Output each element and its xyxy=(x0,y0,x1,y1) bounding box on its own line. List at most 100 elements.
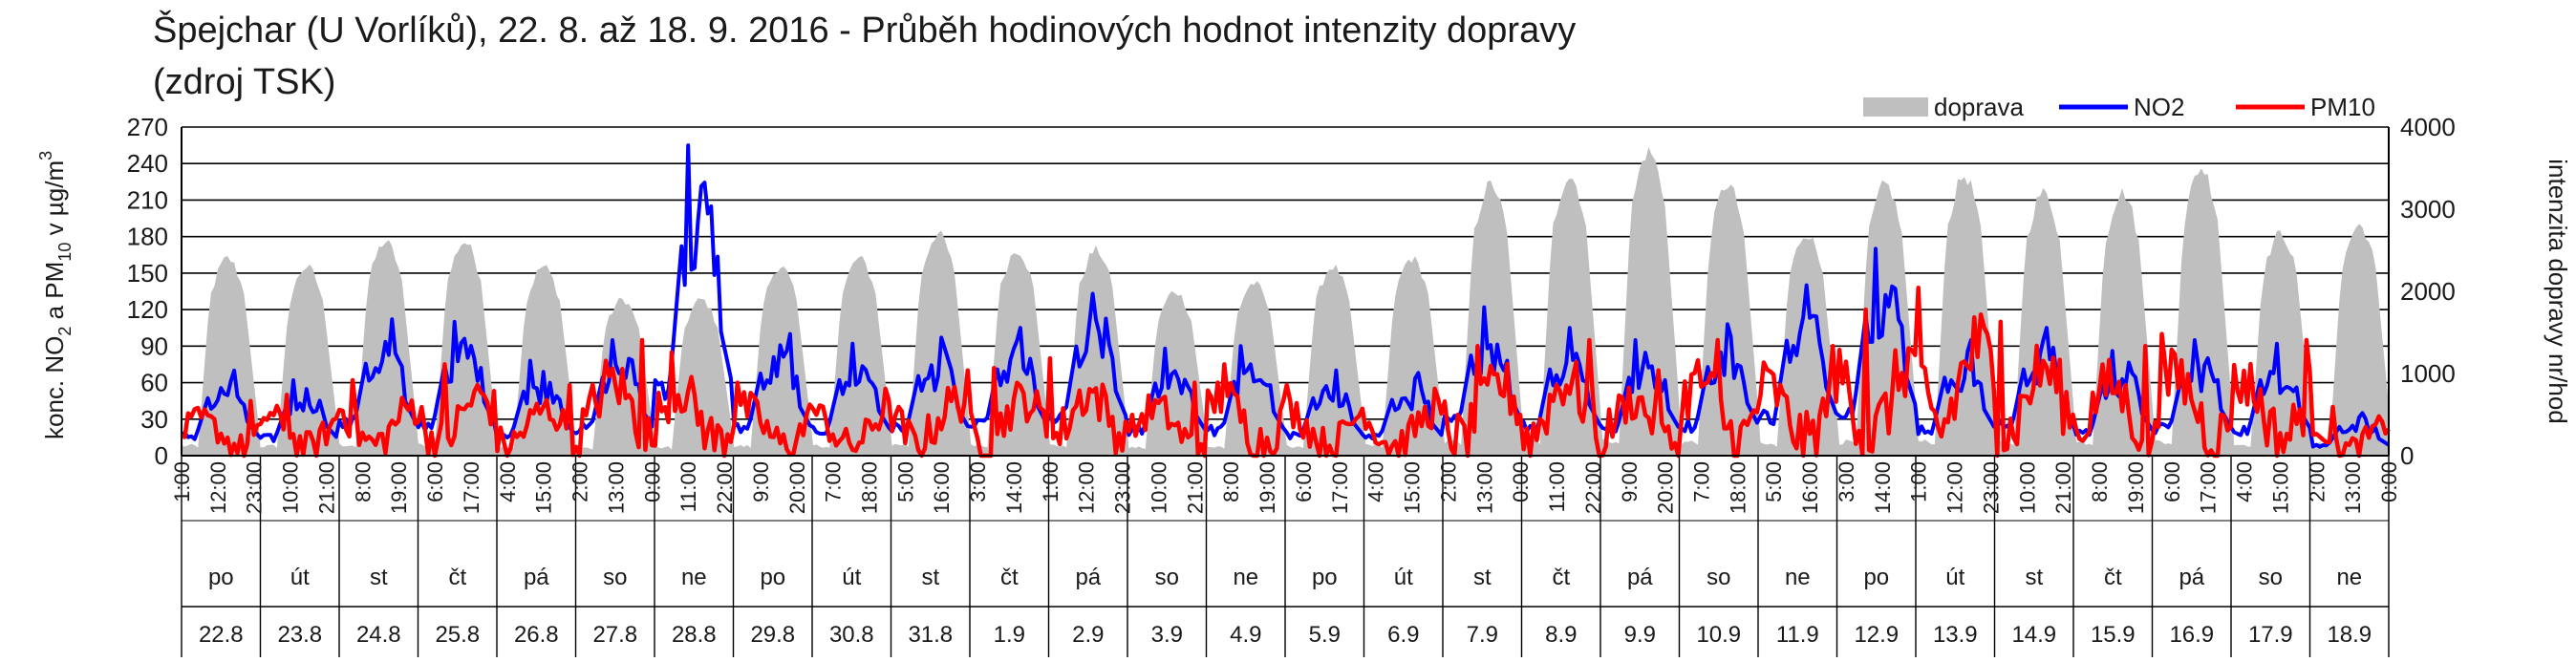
x-day-label: čt xyxy=(2104,565,2122,590)
x-time-label: 11:00 xyxy=(1545,461,1569,512)
x-time-label: 13:00 xyxy=(1472,461,1496,514)
series-doprava xyxy=(182,146,2389,456)
x-date-label: 31.8 xyxy=(908,622,953,648)
left-tick-label: 240 xyxy=(127,149,168,178)
x-day-label: st xyxy=(1473,565,1492,590)
x-day-label: po xyxy=(208,565,234,590)
x-day-label: pá xyxy=(524,565,549,590)
x-date-label: 23.8 xyxy=(277,622,322,648)
left-axis-label: konc. NO2 a PM10 v µg/m3 xyxy=(36,151,75,439)
x-date-label: 22.8 xyxy=(199,622,244,648)
svg-text:konc. NO2 a PM10 v µg/m3: konc. NO2 a PM10 v µg/m3 xyxy=(36,151,75,439)
x-day-label: út xyxy=(290,565,310,590)
x-day-label: pá xyxy=(1075,565,1101,590)
x-date-label: 15.9 xyxy=(2091,622,2136,648)
legend-swatch-doprava xyxy=(1863,97,1928,117)
right-tick-label: 4000 xyxy=(2400,113,2456,141)
x-day-label: pá xyxy=(2179,565,2204,590)
x-date-label: 12.9 xyxy=(1854,622,1899,648)
x-time-label: 17:00 xyxy=(1328,461,1352,514)
x-time-label: 22:00 xyxy=(713,461,737,514)
x-time-label: 13:00 xyxy=(604,461,628,514)
x-time-label: 5:00 xyxy=(1762,461,1786,502)
x-time-label: 16:00 xyxy=(930,461,954,514)
x-time-label: 15:00 xyxy=(532,461,556,514)
x-date-label: 25.8 xyxy=(435,622,480,648)
x-date-label: 4.9 xyxy=(1230,622,1261,648)
x-time-label: 1:00 xyxy=(1039,461,1063,502)
no2-line xyxy=(181,143,2391,449)
x-time-label: 9:00 xyxy=(1618,461,1642,502)
x-time-label: 10:00 xyxy=(1148,461,1171,514)
x-date-label: 11.9 xyxy=(1776,622,1819,648)
left-tick-label: 0 xyxy=(155,441,168,470)
x-time-label: 0:00 xyxy=(1509,461,1533,502)
x-axis: 1:00 12:00 23:00 10:00 21:00 8:00 19:00 6:00 17:… xyxy=(170,456,2401,657)
x-date-label: 26.8 xyxy=(514,622,559,648)
x-time-label: 11:00 xyxy=(676,461,700,512)
x-time-label: 1:00 xyxy=(170,461,194,502)
x-time-label: 4:00 xyxy=(2233,461,2257,502)
x-date-label: 1.9 xyxy=(994,622,1025,648)
legend-label-pm10: PM10 xyxy=(2310,93,2375,121)
x-time-label: 15:00 xyxy=(2268,461,2292,514)
x-date-label: 7.9 xyxy=(1467,622,1498,648)
x-date-label: 28.8 xyxy=(672,622,717,648)
left-tick-label: 60 xyxy=(140,369,168,397)
left-tick-label: 210 xyxy=(127,185,168,214)
x-date-label: 14.9 xyxy=(2011,622,2056,648)
x-day-label: ne xyxy=(1233,565,1258,590)
right-tick-label: 1000 xyxy=(2400,359,2456,388)
x-time-label: 5:00 xyxy=(893,461,917,502)
x-time-label: 12:00 xyxy=(1075,461,1099,514)
x-time-label: 2:00 xyxy=(569,461,592,502)
x-day-label: čt xyxy=(1000,565,1019,590)
x-time-label: 17:00 xyxy=(460,461,483,514)
left-tick-label: 120 xyxy=(127,295,168,324)
x-time-label: 12:00 xyxy=(206,461,230,514)
chart-title-line2: (zdroj TSK) xyxy=(153,62,335,102)
x-time-label: 15:00 xyxy=(1401,461,1425,514)
x-day-label: ne xyxy=(2336,565,2362,590)
x-time-label: 19:00 xyxy=(387,461,411,514)
x-time-label: 20:00 xyxy=(1654,461,1678,514)
x-time-label: 8:00 xyxy=(1219,461,1243,502)
x-time-label: 0:00 xyxy=(2377,461,2401,502)
x-date-label: 24.8 xyxy=(356,622,401,648)
x-time-label: 10:00 xyxy=(2015,461,2039,514)
x-time-label: 21:00 xyxy=(1183,461,1207,514)
x-time-label: 21:00 xyxy=(315,461,339,514)
x-time-label: 14:00 xyxy=(1871,461,1895,514)
x-time-label: 6:00 xyxy=(2160,461,2184,502)
x-time-label: 3:00 xyxy=(1835,461,1858,502)
x-time-label: 6:00 xyxy=(1292,461,1316,502)
right-axis-ticks: 0 1000 2000 3000 4000 xyxy=(2400,113,2456,470)
right-tick-label: 2000 xyxy=(2400,277,2456,306)
doprava-area xyxy=(182,146,2389,456)
x-time-label: 9:00 xyxy=(749,461,773,502)
x-day-label: út xyxy=(842,565,861,590)
x-day-label: út xyxy=(1945,565,1964,590)
legend-label-no2: NO2 xyxy=(2134,93,2184,121)
x-time-label: 19:00 xyxy=(1256,461,1279,514)
left-axis-ticks: 0 30 60 90 120 150 180 210 240 270 xyxy=(127,113,168,470)
x-time-label: 4:00 xyxy=(1364,461,1388,502)
x-day-label: po xyxy=(1312,565,1338,590)
x-day-label: so xyxy=(1707,565,1730,590)
x-date-label: 17.9 xyxy=(2248,622,2293,648)
x-day-label: st xyxy=(2025,565,2043,590)
x-time-label: 14:00 xyxy=(1002,461,1026,514)
x-time-label: 19:00 xyxy=(2124,461,2148,514)
x-date-label: 13.9 xyxy=(1933,622,1978,648)
x-day-label: ne xyxy=(1785,565,1811,590)
x-day-label: st xyxy=(370,565,388,590)
x-date-label: 3.9 xyxy=(1151,622,1183,648)
left-tick-label: 150 xyxy=(127,259,168,288)
x-day-label: út xyxy=(1394,565,1413,590)
x-day-label: ne xyxy=(681,565,707,590)
x-day-label: st xyxy=(921,565,939,590)
x-time-label: 6:00 xyxy=(423,461,447,502)
legend: doprava NO2 PM10 xyxy=(1863,93,2375,121)
